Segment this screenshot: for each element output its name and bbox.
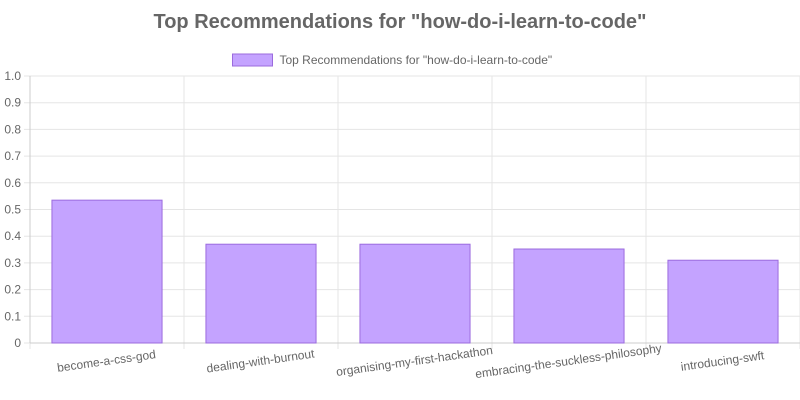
x-tick-label: organising-my-first-hackathon: [335, 343, 493, 379]
y-tick-label: 0.6: [4, 176, 21, 190]
x-axis-labels: become-a-css-god dealing-with-burnout orga…: [56, 341, 765, 381]
y-tick-label: 0.5: [4, 203, 21, 217]
legend[interactable]: Top Recommendations for "how-do-i-learn-…: [232, 53, 553, 67]
y-tick-label: 0.7: [4, 149, 21, 163]
legend-label: Top Recommendations for "how-do-i-learn-…: [280, 53, 553, 67]
bar[interactable]: [205, 243, 317, 344]
x-tick-label: introducing-swft: [680, 348, 766, 374]
y-tick-label: 0.3: [4, 256, 21, 270]
x-tick-label: dealing-with-burnout: [206, 346, 316, 375]
y-axis-ticks: 0 0.1 0.2 0.3 0.4 0.5 0.6 0.7 0.8 0.9 1.0: [4, 69, 21, 350]
y-tick-label: 1.0: [4, 69, 21, 83]
x-tick-label: embracing-the-suckless-philosophy: [474, 341, 662, 381]
x-tick-label: become-a-css-god: [56, 347, 156, 375]
y-tick-label: 0.9: [4, 96, 21, 110]
bar[interactable]: [359, 243, 471, 344]
bar[interactable]: [51, 199, 163, 344]
y-tick-label: 0.2: [4, 283, 21, 297]
legend-swatch: [232, 53, 273, 67]
y-tick-label: 0.1: [4, 309, 21, 323]
y-tick-label: 0: [14, 336, 21, 350]
y-tick-label: 0.4: [4, 229, 21, 243]
bars: [51, 199, 779, 344]
bar[interactable]: [513, 248, 625, 344]
y-tick-label: 0.8: [4, 122, 21, 136]
bar[interactable]: [667, 259, 779, 344]
chart-title: Top Recommendations for "how-do-i-learn-…: [153, 11, 646, 33]
